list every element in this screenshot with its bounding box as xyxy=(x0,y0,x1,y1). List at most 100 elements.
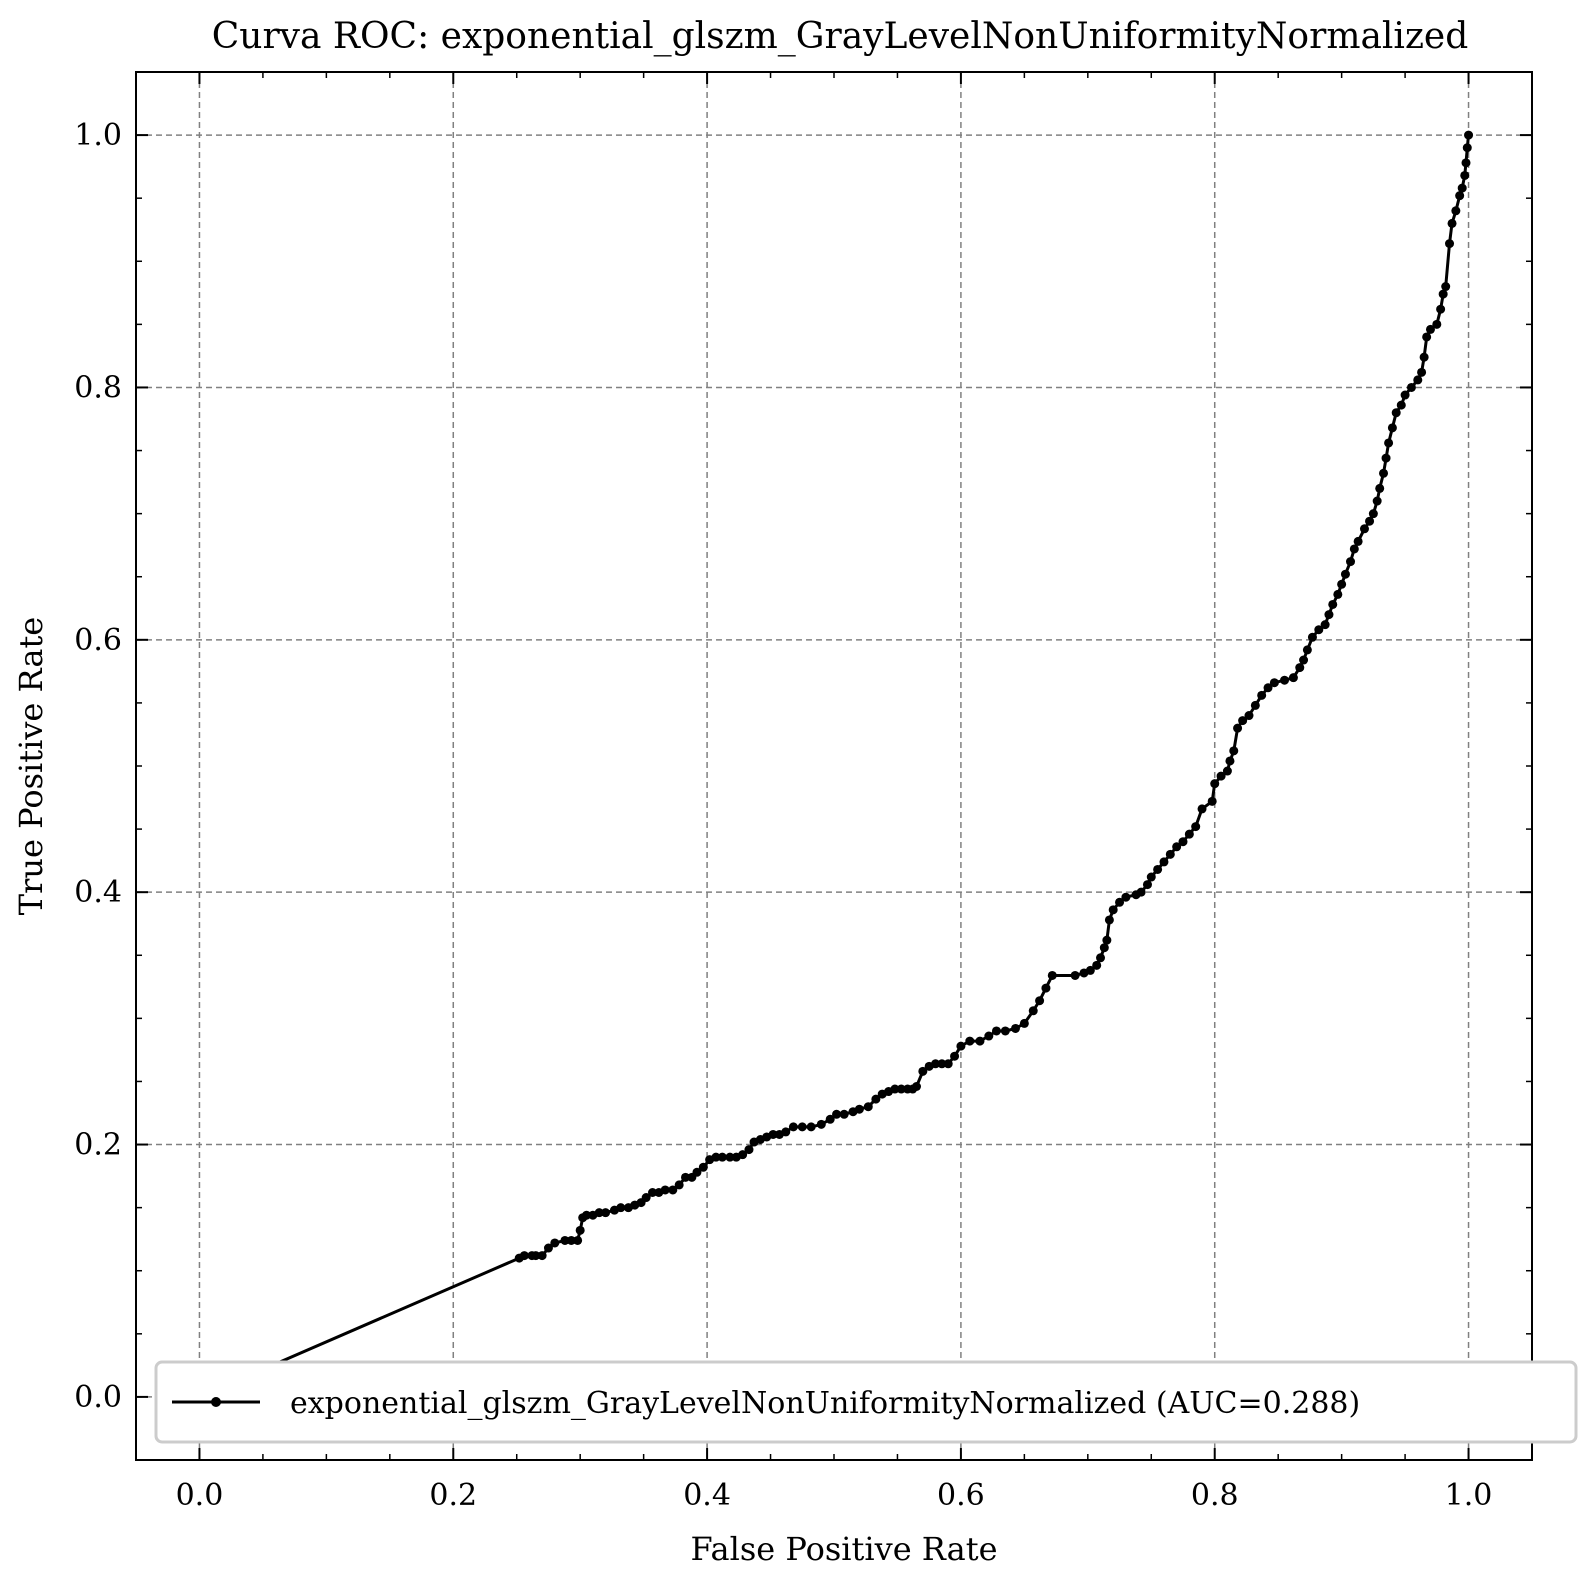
roc-point xyxy=(1000,1026,1010,1036)
roc-point xyxy=(943,1059,953,1069)
roc-point xyxy=(550,1238,560,1248)
roc-point xyxy=(1455,191,1465,201)
roc-point xyxy=(1210,779,1220,789)
roc-point xyxy=(1085,965,1095,975)
roc-point xyxy=(1346,557,1356,567)
roc-point xyxy=(839,1109,849,1119)
roc-point xyxy=(1115,897,1125,907)
roc-point xyxy=(1464,130,1474,140)
roc-point xyxy=(984,1031,994,1041)
roc-point xyxy=(1028,1006,1038,1016)
roc-point xyxy=(1320,620,1330,630)
roc-point xyxy=(911,1082,921,1092)
roc-point xyxy=(1010,1023,1020,1033)
roc-point xyxy=(1337,579,1347,589)
x-tick-label: 0.0 xyxy=(176,1478,224,1513)
plot-frame xyxy=(135,71,1533,1461)
roc-point xyxy=(1353,536,1363,546)
y-tick-labels: 0.0 0.2 0.4 0.6 0.8 1.0 xyxy=(74,118,122,1415)
x-tick-labels: 0.0 0.2 0.4 0.6 0.8 1.0 xyxy=(176,1478,1493,1513)
roc-point xyxy=(871,1094,881,1104)
y-tick-label: 0.6 xyxy=(74,623,122,658)
roc-point xyxy=(725,1152,735,1162)
roc-point xyxy=(1136,887,1146,897)
roc-point xyxy=(1451,206,1461,216)
roc-point xyxy=(1269,678,1279,688)
roc-point xyxy=(1372,496,1382,506)
roc-point xyxy=(616,1203,626,1213)
legend: exponential_glszm_GrayLevelNonUniformity… xyxy=(154,1360,1578,1444)
roc-point xyxy=(1328,599,1338,609)
roc-point xyxy=(1142,880,1152,890)
roc-curve-line xyxy=(198,134,1470,1399)
roc-point xyxy=(641,1193,651,1203)
roc-point xyxy=(1184,829,1194,839)
roc-point xyxy=(1280,675,1290,685)
roc-point xyxy=(1102,935,1112,945)
roc-point xyxy=(1047,970,1057,980)
roc-point xyxy=(950,1051,960,1061)
roc-point xyxy=(806,1122,816,1132)
roc-point xyxy=(566,1235,576,1245)
roc-point xyxy=(717,1152,727,1162)
roc-point xyxy=(738,1150,748,1160)
roc-point xyxy=(1099,943,1109,953)
roc-point xyxy=(1096,953,1106,963)
roc-point xyxy=(1340,569,1350,579)
roc-point xyxy=(768,1129,778,1139)
roc-point xyxy=(1295,663,1305,673)
roc-point xyxy=(698,1162,708,1172)
roc-point xyxy=(1457,183,1467,193)
y-tick-label: 1.0 xyxy=(74,118,122,153)
roc-point xyxy=(1238,716,1248,726)
roc-point xyxy=(956,1041,966,1051)
roc-point xyxy=(918,1066,928,1076)
roc-point xyxy=(1419,352,1429,362)
roc-point xyxy=(1438,289,1448,299)
roc-point xyxy=(1229,746,1239,756)
roc-point xyxy=(1368,509,1378,519)
roc-point xyxy=(1244,711,1254,721)
roc-point xyxy=(681,1172,691,1182)
roc-point xyxy=(1222,766,1232,776)
x-tick-label: 0.8 xyxy=(1191,1478,1239,1513)
roc-point xyxy=(1191,822,1201,832)
roc-point xyxy=(711,1152,721,1162)
roc-point xyxy=(1104,915,1114,925)
roc-point xyxy=(692,1167,702,1177)
roc-point xyxy=(582,1210,592,1220)
roc-point xyxy=(1375,483,1385,493)
roc-point xyxy=(1159,857,1169,867)
roc-point xyxy=(1165,849,1175,859)
roc-point xyxy=(1384,438,1394,448)
roc-point xyxy=(1413,375,1423,385)
roc-point xyxy=(537,1251,547,1261)
roc-point xyxy=(1324,610,1334,620)
series-layer xyxy=(198,130,1474,1399)
roc-point xyxy=(560,1235,570,1245)
roc-point xyxy=(832,1109,842,1119)
legend-label: exponential_glszm_GrayLevelNonUniformity… xyxy=(290,1386,1360,1421)
roc-point xyxy=(975,1036,985,1046)
roc-point xyxy=(1447,218,1457,228)
roc-point xyxy=(854,1104,864,1114)
roc-point xyxy=(1391,408,1401,418)
roc-point xyxy=(1178,837,1188,847)
roc-point xyxy=(1432,319,1442,329)
roc-point xyxy=(937,1059,947,1069)
roc-point xyxy=(648,1187,658,1197)
roc-point xyxy=(1365,516,1375,526)
x-axis-title: False Positive Rate xyxy=(690,1530,997,1568)
y-tick-label: 0.4 xyxy=(74,875,122,910)
roc-point xyxy=(1460,170,1470,180)
roc-point xyxy=(1436,304,1446,314)
roc-point xyxy=(601,1208,611,1218)
roc-point xyxy=(543,1243,553,1253)
roc-point xyxy=(1314,625,1324,635)
roc-point xyxy=(1417,367,1427,377)
x-tick-label: 1.0 xyxy=(1445,1478,1493,1513)
grid-lines xyxy=(136,72,1532,1460)
roc-point xyxy=(1257,690,1267,700)
roc-point xyxy=(575,1225,585,1235)
